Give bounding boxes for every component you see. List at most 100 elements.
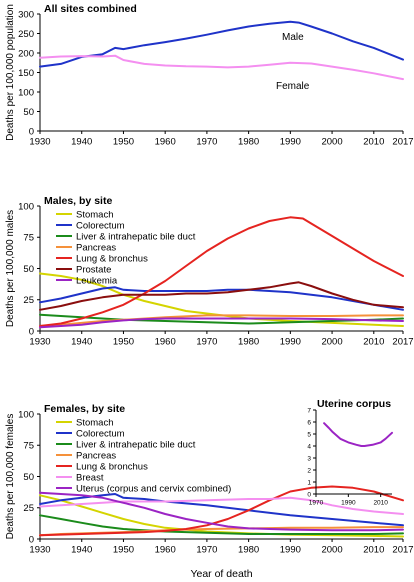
x-tick-label: 1950	[113, 337, 134, 348]
x-tick-label: 1990	[280, 337, 301, 348]
series-line-5	[39, 496, 404, 515]
x-axis-label: Year of death	[190, 568, 252, 580]
series-line-1	[39, 286, 404, 311]
x-tick-label: 1980	[238, 337, 259, 348]
panel-title: All sites combined	[44, 3, 137, 15]
chart-panel-0: 0 50 100 150 200 250 300 1930 1940 1950 1960 1970 19…	[5, 3, 414, 148]
legend-label: Liver & intrahepatic bile duct	[76, 232, 196, 243]
x-tick-label: 1950	[113, 545, 134, 556]
y-tick-label: 100	[18, 201, 34, 212]
y-tick-label: 250	[18, 29, 34, 40]
y-tick-label: 50	[23, 107, 34, 118]
legend-label: Prostate	[76, 265, 111, 276]
x-tick-label: 1930	[29, 137, 50, 148]
panel-title: Females, by site	[44, 403, 125, 415]
legend-label: Stomach	[76, 210, 114, 221]
legend-label: Colorectum	[76, 221, 125, 232]
series-line-6	[39, 317, 404, 329]
series-line-0	[323, 422, 393, 447]
y-tick-label: 0	[29, 534, 34, 545]
y-tick-label: 4	[307, 443, 311, 450]
x-tick-label: 1970	[196, 337, 217, 348]
x-tick-label: 2000	[321, 337, 342, 348]
legend-label: Lung & bronchus	[76, 254, 148, 265]
y-tick-label: 150	[18, 68, 34, 79]
legend-label: Pancreas	[76, 451, 116, 462]
x-tick-label: 2017	[392, 337, 413, 348]
x-tick-label: 2010	[363, 137, 384, 148]
y-tick-label: 50	[23, 472, 34, 483]
series-line-4	[39, 216, 404, 327]
series-line-6	[39, 491, 404, 532]
y-tick-label: 100	[18, 87, 34, 98]
x-tick-label: 2010	[363, 337, 384, 348]
y-tick-label: 75	[23, 233, 34, 244]
x-tick-label: 1980	[238, 545, 259, 556]
y-tick-label: 0	[29, 126, 34, 137]
y-axis-label: Deaths per 100,000 males	[5, 210, 16, 327]
legend-label: Pancreas	[76, 243, 116, 254]
legend-label: Colorectum	[76, 429, 125, 440]
legend-label: Leukemia	[76, 276, 118, 287]
series-label-female: Female	[276, 81, 310, 92]
x-tick-label: 1960	[155, 337, 176, 348]
x-tick-label: 1930	[29, 337, 50, 348]
series-line-1	[39, 54, 404, 81]
x-tick-label: 1960	[155, 545, 176, 556]
chart-panel-1: 0 25 50 75 100 1930 1940 1950 1960 1970 1980 1990 20…	[5, 195, 414, 348]
x-tick-label: 2017	[392, 137, 413, 148]
x-tick-label: 1990	[280, 545, 301, 556]
x-tick-label: 1960	[155, 137, 176, 148]
x-tick-label: 2010	[373, 500, 388, 507]
y-tick-label: 75	[23, 441, 34, 452]
y-tick-label: 0	[307, 491, 311, 498]
x-tick-label: 2000	[321, 545, 342, 556]
legend-label: Liver & intrahepatic bile duct	[76, 440, 196, 451]
y-tick-label: 300	[18, 9, 34, 20]
x-tick-label: 1930	[29, 545, 50, 556]
x-tick-label: 1970	[196, 545, 217, 556]
legend-label: Stomach	[76, 418, 114, 429]
series-line-3	[39, 314, 404, 327]
inset-title: Uterine corpus	[317, 398, 391, 410]
panel-title: Males, by site	[44, 195, 112, 207]
x-tick-label: 2017	[392, 545, 413, 556]
series-line-5	[39, 281, 404, 311]
y-tick-label: 5	[307, 431, 311, 438]
y-tick-label: 100	[18, 409, 34, 420]
legend-label: Uterus (corpus and cervix combined)	[76, 484, 231, 495]
series-line-0	[39, 20, 404, 68]
x-tick-label: 2000	[321, 137, 342, 148]
x-tick-label: 1970	[196, 137, 217, 148]
y-tick-label: 25	[23, 295, 34, 306]
series-line-4	[39, 485, 404, 537]
x-tick-label: 1940	[71, 137, 92, 148]
y-tick-label: 2	[307, 467, 311, 474]
y-axis-label: Deaths per 100,000 females	[5, 414, 16, 540]
y-tick-label: 50	[23, 264, 34, 275]
series-line-1	[39, 493, 404, 527]
y-tick-label: 25	[23, 503, 34, 514]
y-tick-label: 0	[29, 326, 34, 337]
x-tick-label: 1970	[309, 500, 324, 507]
x-tick-label: 1980	[238, 137, 259, 148]
x-tick-label: 1940	[71, 337, 92, 348]
x-tick-label: 1990	[341, 500, 356, 507]
x-tick-label: 1990	[280, 137, 301, 148]
x-tick-label: 1940	[71, 545, 92, 556]
legend-label: Lung & bronchus	[76, 462, 148, 473]
series-line-0	[39, 494, 404, 538]
chart-panel-3: 0 1 2 3 4 5 6 7 1970 1990 2010 Uterine corpus	[307, 398, 393, 507]
x-tick-label: 2010	[363, 545, 384, 556]
y-tick-label: 6	[307, 419, 311, 426]
y-axis-label: Deaths per 100,000 population	[5, 4, 16, 141]
legend-label: Breast	[76, 473, 104, 484]
series-label-male: Male	[282, 32, 304, 43]
y-tick-label: 7	[307, 407, 311, 414]
y-tick-label: 1	[307, 479, 311, 486]
series-line-2	[39, 514, 404, 535]
y-tick-label: 200	[18, 48, 34, 59]
y-tick-label: 3	[307, 455, 311, 462]
